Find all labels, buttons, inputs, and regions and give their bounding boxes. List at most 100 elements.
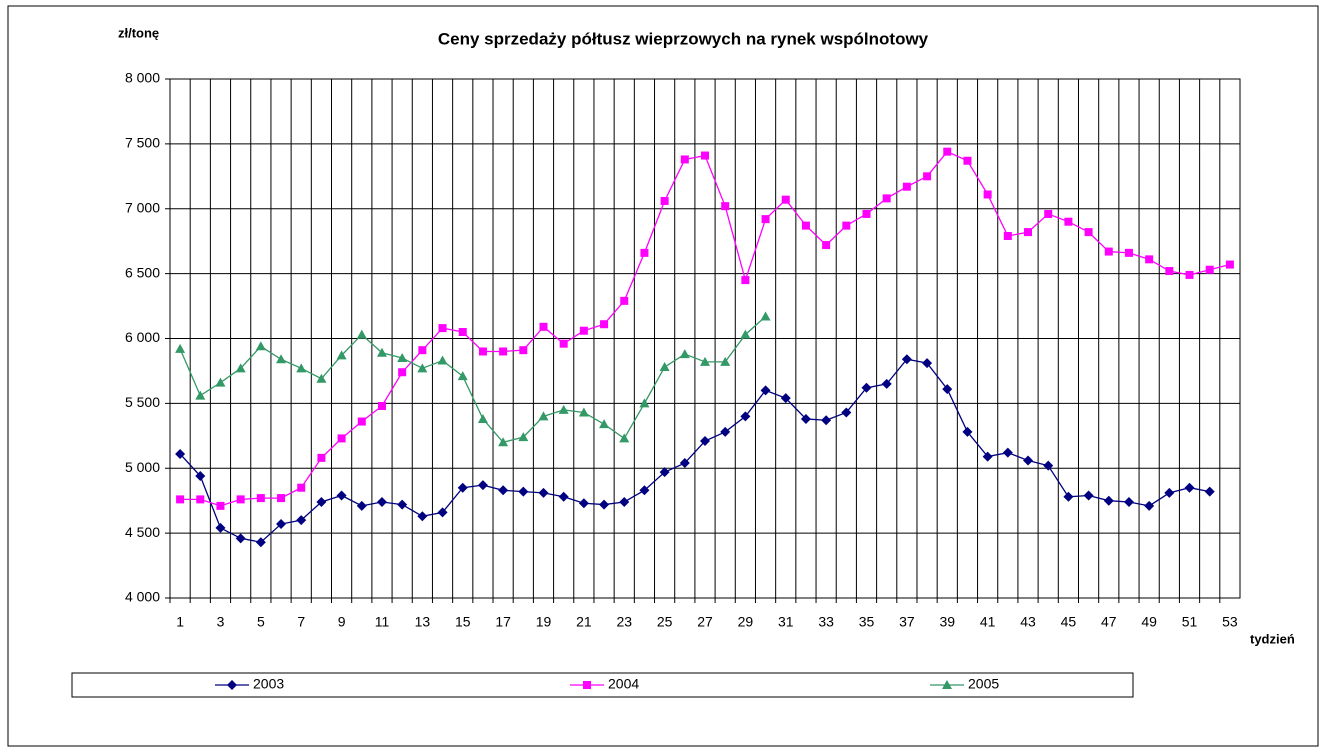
data-point: [1124, 248, 1133, 257]
data-point: [255, 537, 266, 548]
legend-label: 2004: [608, 676, 639, 692]
data-point: [458, 328, 467, 337]
data-point: [175, 448, 186, 459]
y-axis-label: zł/tonę: [118, 25, 159, 40]
legend-label: 2003: [253, 676, 284, 692]
data-point: [336, 490, 347, 501]
data-point: [417, 363, 428, 373]
data-point: [720, 426, 731, 437]
data-point: [1165, 267, 1174, 276]
data-point: [518, 486, 529, 497]
data-point: [1145, 255, 1154, 264]
x-tick-label: 33: [818, 614, 834, 630]
data-point: [619, 496, 630, 507]
legend-marker: [942, 680, 952, 689]
data-point: [215, 377, 226, 387]
data-point: [377, 401, 386, 410]
data-point: [418, 346, 427, 355]
data-point: [781, 195, 790, 204]
data-point: [498, 485, 509, 496]
x-tick-label: 31: [778, 614, 794, 630]
data-point: [841, 407, 852, 418]
data-point: [780, 393, 791, 404]
data-point: [457, 482, 468, 493]
data-point: [659, 362, 670, 372]
data-point: [518, 432, 529, 442]
data-point: [882, 194, 891, 203]
data-point: [599, 499, 610, 510]
data-point: [1003, 231, 1012, 240]
data-point: [296, 363, 307, 373]
y-tick-label: 5 000: [125, 459, 160, 475]
data-point: [942, 384, 953, 395]
data-point: [477, 413, 488, 423]
data-point: [1024, 228, 1033, 237]
x-tick-label: 53: [1222, 614, 1238, 630]
data-point: [1044, 209, 1053, 218]
x-tick-label: 21: [576, 614, 592, 630]
y-tick-label: 7 000: [125, 199, 160, 215]
data-point: [578, 407, 589, 417]
data-point: [498, 437, 509, 447]
data-point: [176, 495, 185, 504]
data-point: [800, 413, 811, 424]
data-point: [215, 522, 226, 533]
data-point: [619, 433, 630, 443]
data-point: [679, 458, 690, 469]
x-tick-label: 15: [455, 614, 471, 630]
data-point: [478, 347, 487, 356]
data-point: [640, 248, 649, 257]
x-tick-label: 29: [738, 614, 754, 630]
data-point: [599, 419, 610, 429]
data-point: [1104, 247, 1113, 256]
data-point: [559, 339, 568, 348]
data-point: [317, 453, 326, 462]
data-point: [1184, 482, 1195, 493]
data-point: [822, 241, 831, 250]
data-point: [760, 385, 771, 396]
data-point: [316, 496, 327, 507]
data-point: [1084, 228, 1093, 237]
x-tick-label: 1: [176, 614, 184, 630]
x-tick-label: 11: [375, 614, 390, 630]
x-tick-label: 5: [257, 614, 265, 630]
data-point: [538, 487, 549, 498]
data-point: [761, 215, 770, 224]
data-point: [639, 485, 650, 496]
chart-title: Ceny sprzedaży półtusz wieprzowych na ry…: [438, 29, 929, 48]
data-point: [1023, 455, 1034, 466]
data-point: [659, 467, 670, 478]
x-tick-label: 43: [1020, 614, 1036, 630]
data-point: [376, 496, 387, 507]
data-point: [720, 356, 731, 366]
x-tick-label: 39: [939, 614, 955, 630]
data-point: [499, 347, 508, 356]
y-tick-label: 7 500: [125, 135, 160, 151]
data-point: [1083, 490, 1094, 501]
x-axis-label: tydzień: [1250, 631, 1295, 646]
data-point: [962, 426, 973, 437]
data-point: [438, 324, 447, 333]
data-point: [1064, 217, 1073, 226]
data-point: [1144, 500, 1155, 511]
data-point: [337, 434, 346, 443]
x-tick-label: 27: [697, 614, 713, 630]
x-tick-label: 51: [1182, 614, 1198, 630]
data-point: [660, 196, 669, 205]
data-point: [923, 172, 932, 181]
data-point: [902, 182, 911, 191]
x-tick-label: 3: [217, 614, 225, 630]
data-point: [558, 491, 569, 502]
data-point: [276, 354, 287, 364]
data-point: [740, 411, 751, 422]
data-point: [539, 322, 548, 331]
x-tick-label: 25: [657, 614, 673, 630]
data-point: [801, 221, 810, 230]
x-tick-label: 49: [1141, 614, 1157, 630]
data-point: [701, 151, 709, 160]
x-tick-label: 41: [980, 614, 996, 630]
data-point: [1164, 487, 1175, 498]
data-point: [1205, 265, 1214, 274]
data-point: [519, 346, 528, 355]
data-point: [376, 347, 387, 357]
